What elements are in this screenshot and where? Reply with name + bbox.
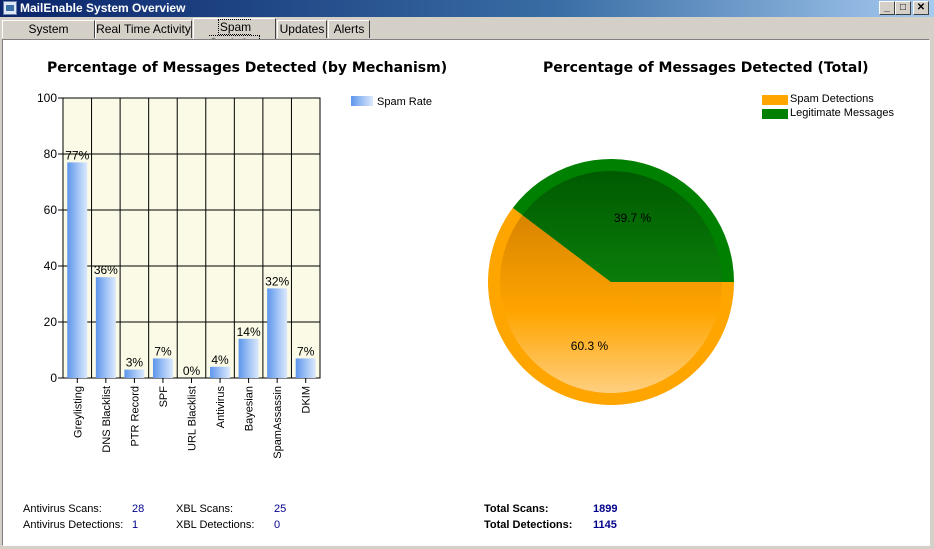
x-tick-label: Antivirus [215, 386, 227, 429]
data-label: 77% [65, 148, 89, 162]
x-tick-label: SpamAssassin [272, 386, 284, 459]
data-label: 7% [297, 344, 315, 358]
legend-swatch-spam-rate [351, 96, 373, 106]
antivirus-detections-value: 1 [132, 519, 139, 531]
bar [152, 358, 173, 378]
tab-alerts[interactable]: Alerts [328, 20, 370, 38]
close-button[interactable]: ✕ [913, 1, 929, 15]
total-detections-label: Total Detections: [484, 519, 573, 531]
x-tick-label: DNS Blacklist [101, 386, 113, 453]
antivirus-scans-value: 28 [132, 503, 145, 515]
x-tick-label: URL Blacklist [187, 386, 199, 451]
x-tick-label: Bayesian [244, 386, 256, 431]
xbl-detections-label: XBL Detections: [176, 519, 255, 531]
tab-label: Real Time Activity [96, 22, 191, 36]
pie-data-label: 39.7 % [614, 211, 652, 225]
bar [210, 366, 231, 378]
y-tick-label: 80 [44, 147, 58, 161]
bar [124, 369, 145, 378]
tab-label: Updates [279, 22, 325, 36]
bar [295, 358, 316, 378]
legend-swatch-legit [762, 109, 788, 119]
legend-swatch-spam [762, 95, 788, 105]
legend-label-legit: Legitimate Messages [790, 107, 894, 119]
xbl-scans-label: XBL Scans: [176, 503, 234, 515]
minimize-button[interactable]: _ [879, 1, 895, 15]
total-scans-label: Total Scans: [484, 503, 549, 515]
window-title: MailEnable System Overview [20, 1, 186, 15]
tab-real-time-activity[interactable]: Real Time Activity [95, 20, 192, 38]
x-tick-label: SPF [158, 386, 170, 408]
data-label: 14% [237, 325, 261, 339]
data-label: 7% [154, 344, 172, 358]
pie-slice-legit [522, 171, 722, 282]
maximize-button[interactable]: □ [895, 1, 911, 15]
xbl-detections-value: 0 [274, 519, 281, 531]
bar [95, 277, 116, 378]
total-detections-value: 1145 [593, 519, 617, 531]
antivirus-scans-label: Antivirus Scans: [23, 503, 102, 515]
y-tick-label: 20 [44, 315, 58, 329]
data-label: 0% [183, 364, 201, 378]
legend-label-spam: Spam Detections [790, 93, 874, 105]
app-icon [3, 1, 17, 15]
bar [267, 288, 288, 378]
x-tick-label: PTR Record [129, 386, 141, 447]
legend-label-spam-rate: Spam Rate [377, 96, 432, 108]
antivirus-detections-label: Antivirus Detections: [23, 519, 124, 531]
title-bar[interactable]: MailEnable System Overview _ □ ✕ [0, 0, 934, 17]
bar [67, 162, 88, 378]
total-scans-value: 1899 [593, 503, 618, 515]
bar [238, 338, 259, 378]
data-label: 3% [126, 356, 144, 370]
pie-slice-spam [500, 215, 722, 393]
xbl-scans-value: 25 [274, 503, 287, 515]
pie-data-label: 60.3 % [571, 339, 609, 353]
x-tick-label: Greylisting [72, 386, 84, 438]
y-tick-label: 0 [50, 371, 57, 385]
data-label: 4% [211, 353, 229, 367]
y-tick-label: 40 [44, 259, 58, 273]
bar-chart-title: Percentage of Messages Detected (by Mech… [47, 60, 448, 76]
y-tick-label: 60 [44, 203, 58, 217]
pie-chart-title: Percentage of Messages Detected (Total) [543, 60, 869, 76]
x-tick-label: DKIM [301, 386, 313, 414]
data-label: 36% [94, 263, 118, 277]
tab-label: Alerts [333, 22, 365, 36]
data-label: 32% [265, 274, 289, 288]
tab-updates[interactable]: Updates [277, 20, 327, 38]
y-tick-label: 100 [37, 91, 57, 105]
